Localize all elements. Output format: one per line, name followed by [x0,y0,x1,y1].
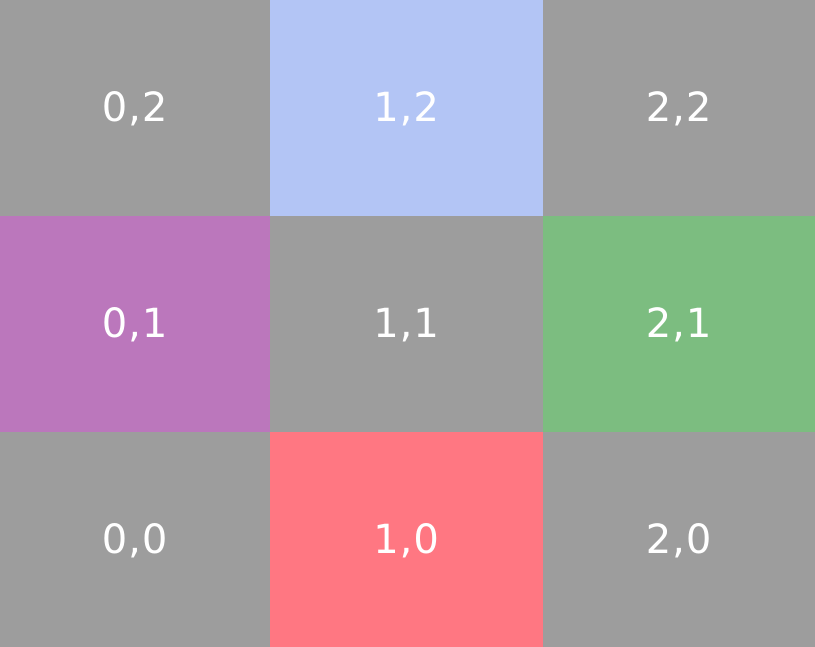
tile-label: 2,0 [645,516,713,563]
tile-label: 0,1 [101,301,169,347]
tile-label: 0,0 [101,516,169,563]
tile-label: 1,1 [373,301,440,347]
tile-1-2[interactable]: 1,2 [270,0,543,216]
tile-label: 2,2 [645,85,713,131]
tile-1-0[interactable]: 1,0 [270,432,543,647]
tile-2-1[interactable]: 2,1 [543,216,815,432]
tile-label: 1,2 [373,85,440,131]
tile-0-0[interactable]: 0,0 [0,432,270,647]
tile-label: 0,2 [101,85,169,131]
tile-0-2[interactable]: 0,2 [0,0,270,216]
tile-2-2[interactable]: 2,2 [543,0,815,216]
tile-1-1[interactable]: 1,1 [270,216,543,432]
tile-2-0[interactable]: 2,0 [543,432,815,647]
tile-label: 2,1 [645,301,713,347]
tile-0-1[interactable]: 0,1 [0,216,270,432]
tile-label: 1,0 [373,516,440,563]
